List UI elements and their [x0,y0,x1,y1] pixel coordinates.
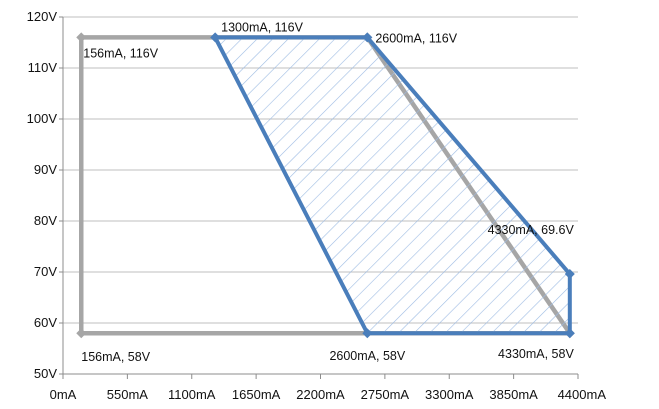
series [76,32,575,339]
y-tick-label: 80V [34,213,57,228]
axes [59,16,579,379]
hatched-region [215,37,570,334]
y-tick-label: 110V [28,60,58,75]
x-tick-label: 0mA [50,387,77,402]
point-annotation: 4330mA, 69.6V [488,223,575,237]
data-point-marker [210,32,221,43]
tick-labels: 50V 60V 70V 80V 90V 100V 110V 120V 0mA 550mA 1100m… [27,9,607,402]
x-tick-label: 1100mA [168,387,216,402]
data-point-marker [76,32,87,43]
data-point-marker [564,328,575,339]
y-tick-label: 90V [34,162,57,177]
data-point-marker [362,32,373,43]
data-point-marker [362,328,373,339]
series-line-1 [213,35,572,336]
x-tick-label: 550mA [107,387,149,402]
x-tick-label: 3300mA [425,387,474,402]
point-annotation: 1300mA, 116V [221,20,303,34]
y-tick-label: 120V [27,9,58,24]
data-point-marker [76,328,87,339]
y-tick-label: 70V [34,264,57,279]
point-annotation: 2600mA, 58V [329,349,405,363]
y-tick-label: 100V [27,111,58,126]
x-tick-label: 2750mA [361,387,410,402]
x-tick-label: 4400mA [558,387,607,402]
point-annotation: 4330mA, 58V [498,347,574,361]
y-tick-label: 60V [34,315,57,330]
x-tick-label: 2200mA [296,387,345,402]
data-point-marker [564,269,575,280]
x-tick-label: 3850mA [489,387,538,402]
point-annotation: 156mA, 116V [83,46,158,60]
point-annotation: 156mA, 58V [81,350,150,364]
annotations: 156mA, 116V 1300mA, 116V 2600mA, 116V 4330m… [81,20,574,364]
point-annotation: 2600mA, 116V [375,31,457,45]
x-tick-label: 1650mA [232,387,281,402]
y-tick-label: 50V [34,366,57,381]
